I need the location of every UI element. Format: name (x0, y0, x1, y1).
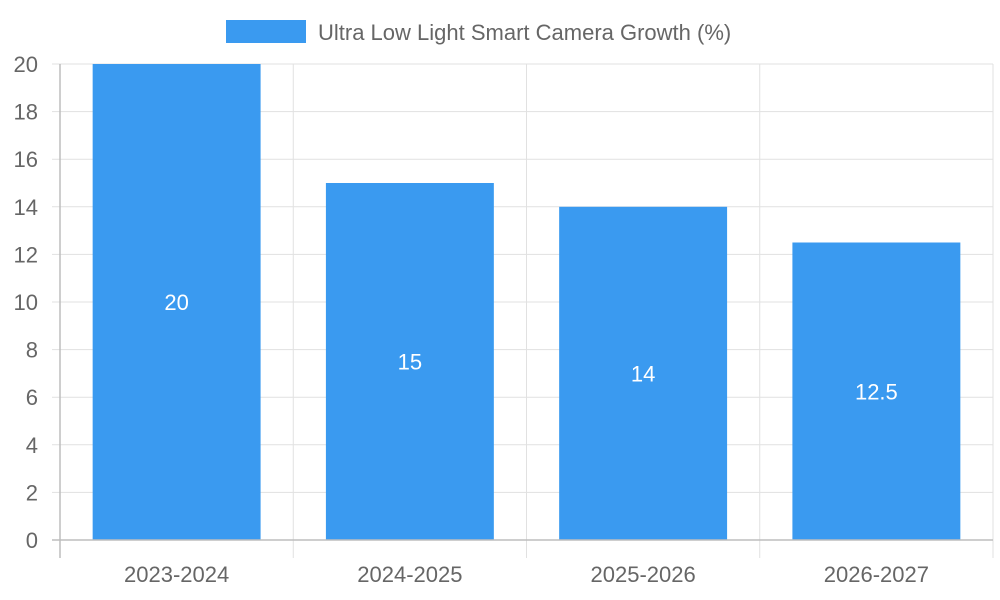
bar (325, 183, 494, 540)
x-tick-label: 2026-2027 (824, 562, 929, 587)
x-axis-ticks: 2023-2024 2024-2025 2025-2026 2026-2027 (124, 562, 929, 587)
legend-swatch (226, 20, 306, 43)
legend[interactable]: Ultra Low Light Smart Camera Growth (%) (226, 20, 731, 45)
axes (52, 64, 993, 558)
y-tick-label: 18 (14, 100, 38, 125)
y-axis-ticks: 0 2 4 6 8 10 12 14 16 18 20 (14, 52, 38, 553)
bars (92, 64, 961, 541)
y-tick-label: 0 (26, 528, 38, 553)
y-tick-label: 20 (14, 52, 38, 77)
legend-label: Ultra Low Light Smart Camera Growth (%) (318, 20, 731, 45)
x-tick-label: 2025-2026 (591, 562, 696, 587)
y-tick-label: 16 (14, 147, 38, 172)
x-tick-label: 2024-2025 (357, 562, 462, 587)
bar (559, 206, 728, 541)
bar (792, 242, 961, 540)
y-tick-label: 6 (26, 385, 38, 410)
data-label: 12.5 (855, 379, 898, 404)
y-tick-label: 4 (26, 433, 38, 458)
y-tick-label: 10 (14, 290, 38, 315)
x-tick-label: 2023-2024 (124, 562, 229, 587)
bar (92, 64, 261, 540)
data-label: 14 (631, 361, 655, 386)
data-labels: 20 15 14 12.5 (164, 290, 897, 404)
y-tick-label: 2 (26, 480, 38, 505)
y-tick-label: 12 (14, 242, 38, 267)
data-label: 15 (398, 350, 422, 375)
data-label: 20 (164, 290, 188, 315)
y-tick-label: 8 (26, 338, 38, 363)
y-tick-label: 14 (14, 195, 38, 220)
